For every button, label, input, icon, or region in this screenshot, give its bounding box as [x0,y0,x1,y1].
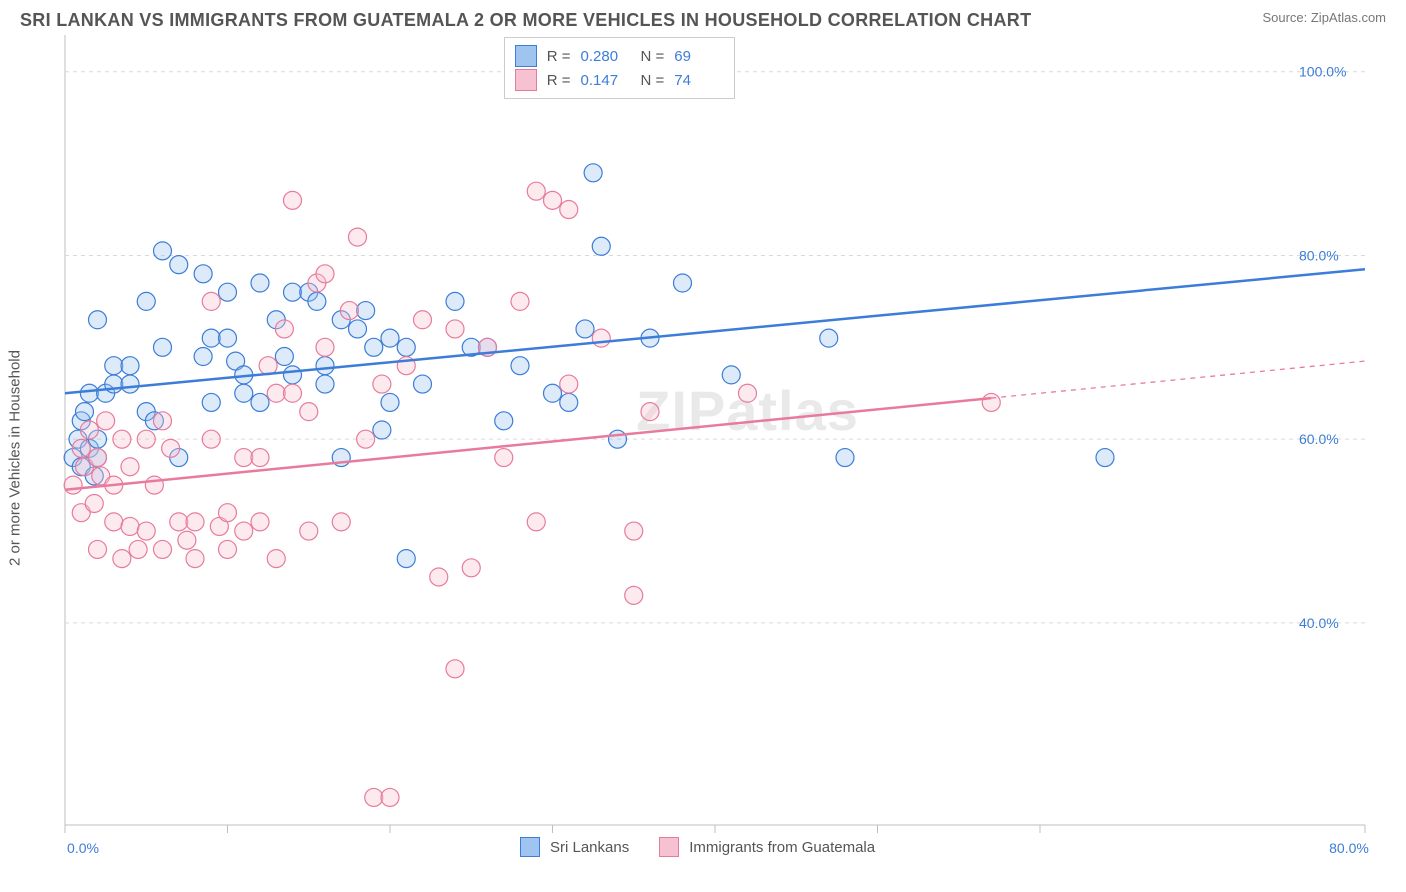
svg-text:80.0%: 80.0% [1299,247,1339,263]
series-legend-label: Immigrants from Guatemala [689,839,875,856]
svg-text:40.0%: 40.0% [1299,615,1339,631]
legend-r-value: 0.147 [581,72,631,89]
y-axis-label: 2 or more Vehicles in Household [7,350,24,566]
legend-swatch [659,837,679,857]
series-legend-item: Immigrants from Guatemala [659,835,875,859]
legend-n-label: N = [641,72,665,89]
legend-n-value: 69 [674,48,724,65]
series-legend: Sri Lankans Immigrants from Guatemala [520,835,875,859]
legend-r-label: R = [547,48,571,65]
chart-container: 2 or more Vehicles in Household 40.0%60.… [25,35,1406,880]
series-legend-item: Sri Lankans [520,835,629,859]
legend-swatch [515,45,537,67]
legend-swatch [515,69,537,91]
legend-r-value: 0.280 [581,48,631,65]
chart-title: SRI LANKAN VS IMMIGRANTS FROM GUATEMALA … [20,10,1031,31]
source-label: Source: ZipAtlas.com [1262,10,1386,25]
svg-text:60.0%: 60.0% [1299,431,1339,447]
series-legend-label: Sri Lankans [550,839,629,856]
legend-n-value: 74 [674,72,724,89]
legend-swatch [520,837,540,857]
svg-text:80.0%: 80.0% [1329,840,1369,856]
correlation-legend: R = 0.280 N = 69 R = 0.147 N = 74 [504,37,736,99]
legend-row: R = 0.147 N = 74 [515,68,725,92]
legend-row: R = 0.280 N = 69 [515,44,725,68]
scatter-chart: 40.0%60.0%80.0%100.0%0.0%80.0%ZIPatlas [25,35,1390,880]
svg-text:0.0%: 0.0% [67,840,99,856]
svg-text:100.0%: 100.0% [1299,64,1346,80]
header-bar: SRI LANKAN VS IMMIGRANTS FROM GUATEMALA … [0,0,1406,35]
legend-r-label: R = [547,72,571,89]
legend-n-label: N = [641,48,665,65]
